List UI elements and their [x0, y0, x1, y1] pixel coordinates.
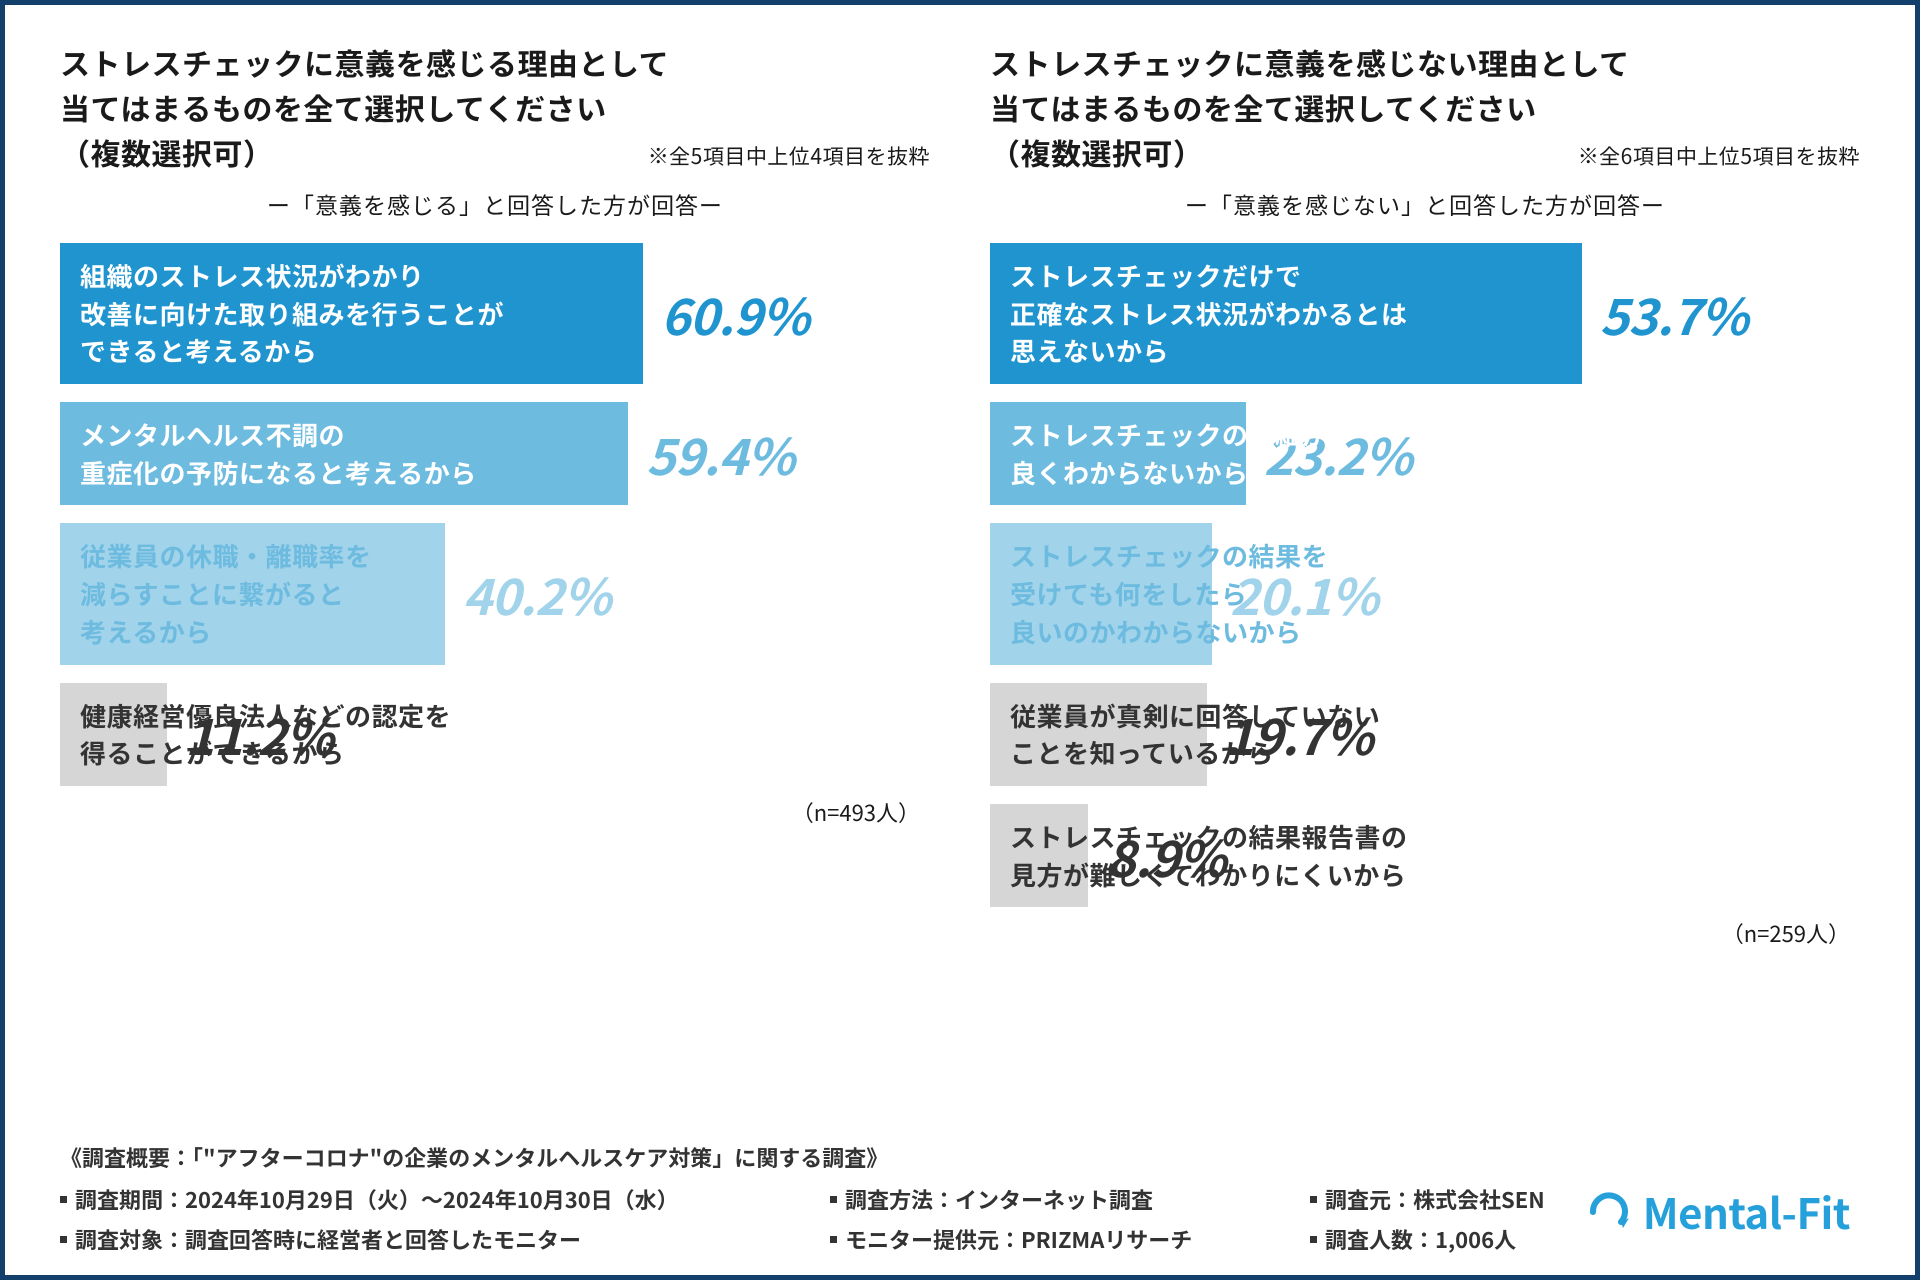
footer-item-text: 調査元：株式会社SEN	[1325, 1183, 1545, 1215]
bar-label: 従業員の休職・離職率を 減らすことに繋がると 考えるから	[80, 537, 372, 650]
bar-label: 組織のストレス状況がわかり 改善に向けた取り組みを行うことが できると考えるから	[80, 257, 504, 370]
right-n-label: （n=259人）	[990, 917, 1860, 949]
right-chart-note: ※全6項目中上位5項目を抜粋	[990, 141, 1860, 171]
bar: メンタルヘルス不調の 重症化の予防になると考えるから	[60, 402, 628, 505]
right-chart: ストレスチェックに意義を感じない理由として 当てはまるものを全て選択してください…	[990, 40, 1860, 1127]
right-chart-subtitle: ー「意義を感じない」と回答した方が回答ー	[990, 187, 1860, 221]
bar-row: ストレスチェックの結果を 受けても何をしたら 良いのかわからないから20.1%	[990, 523, 1860, 664]
bar-row: 従業員の休職・離職率を 減らすことに繋がると 考えるから 40.2%	[60, 523, 930, 664]
footer-item: 調査元：株式会社SEN	[1310, 1183, 1545, 1215]
bullet-icon	[60, 1196, 67, 1203]
title-line: 当てはまるものを全て選択してください	[990, 85, 1860, 130]
footer-item-text: 調査人数：1,006人	[1325, 1223, 1516, 1255]
bar-row: 健康経営優良法人などの認定を 得ることができるから11.2%	[60, 683, 930, 786]
footer-title: 《調査概要：「"アフターコロナ"の企業のメンタルヘルスケア対策」に関する調査》	[60, 1141, 1860, 1173]
right-bars: ストレスチェックだけで 正確なストレス状況がわかるとは 思えないから53.7%ス…	[990, 243, 1860, 907]
footer-item-text: モニター提供元：PRIZMAリサーチ	[845, 1223, 1192, 1255]
bar-row: 組織のストレス状況がわかり 改善に向けた取り組みを行うことが できると考えるから…	[60, 243, 930, 384]
bar: 組織のストレス状況がわかり 改善に向けた取り組みを行うことが できると考えるから	[60, 243, 643, 384]
bar-row: ストレスチェックだけで 正確なストレス状況がわかるとは 思えないから 53.7%	[990, 243, 1860, 384]
bar-row: 従業員が真剣に回答していない ことを知っているから19.7%	[990, 683, 1860, 786]
title-line: ストレスチェックに意義を感じない理由として	[990, 40, 1860, 85]
title-line: ストレスチェックに意義を感じる理由として	[60, 40, 930, 85]
bar-label: ストレスチェックの結果を 受けても何をしたら 良いのかわからないから	[1010, 537, 1328, 650]
bar-value: 53.7%	[1600, 278, 1748, 350]
bar: ストレスチェックだけで 正確なストレス状況がわかるとは 思えないから	[990, 243, 1582, 384]
footer-item-text: 調査期間：2024年10月29日（火）～2024年10月30日（水）	[75, 1183, 679, 1215]
logo-icon	[1585, 1188, 1633, 1236]
bar-row: ストレスチェックの結果報告書の 見方が難しくてわかりにくいから8.9%	[990, 804, 1860, 907]
footer-item: モニター提供元：PRIZMAリサーチ	[830, 1223, 1260, 1255]
bar: ストレスチェックの詳細が 良くわからないから	[990, 402, 1246, 505]
bar-label: 健康経営優良法人などの認定を 得ることができるから	[80, 697, 451, 772]
bullet-icon	[830, 1196, 837, 1203]
bullet-icon	[1310, 1196, 1317, 1203]
bar-label: メンタルヘルス不調の 重症化の予防になると考えるから	[80, 416, 477, 491]
footer-item-text: 調査対象：調査回答時に経営者と回答したモニター	[75, 1223, 581, 1255]
bullet-icon	[830, 1236, 837, 1243]
footer-item: 調査方法：インターネット調査	[830, 1183, 1260, 1215]
left-chart-note: ※全5項目中上位4項目を抜粋	[60, 141, 930, 171]
footer-item: 調査期間：2024年10月29日（火）～2024年10月30日（水）	[60, 1183, 780, 1215]
bar: 従業員が真剣に回答していない ことを知っているから	[990, 683, 1207, 786]
bar: ストレスチェックの結果を 受けても何をしたら 良いのかわからないから	[990, 523, 1212, 664]
logo: Mental-Fit	[1585, 1181, 1850, 1242]
bar: 健康経営優良法人などの認定を 得ることができるから	[60, 683, 167, 786]
bar-row: メンタルヘルス不調の 重症化の予防になると考えるから 59.4%	[60, 402, 930, 505]
charts-row: ストレスチェックに意義を感じる理由として 当てはまるものを全て選択してください …	[60, 40, 1860, 1127]
bullet-icon	[60, 1236, 67, 1243]
left-bars: 組織のストレス状況がわかり 改善に向けた取り組みを行うことが できると考えるから…	[60, 243, 930, 786]
bar: 従業員の休職・離職率を 減らすことに繋がると 考えるから	[60, 523, 445, 664]
bar-row: ストレスチェックの詳細が 良くわからないから23.2%	[990, 402, 1860, 505]
left-chart-subtitle: ー「意義を感じる」と回答した方が回答ー	[60, 187, 930, 221]
left-chart: ストレスチェックに意義を感じる理由として 当てはまるものを全て選択してください …	[60, 40, 930, 1127]
bar-label: 従業員が真剣に回答していない ことを知っているから	[1010, 697, 1380, 772]
bar-label: ストレスチェックだけで 正確なストレス状況がわかるとは 思えないから	[1010, 257, 1408, 370]
logo-text: Mental-Fit	[1643, 1181, 1850, 1242]
bar-label: ストレスチェックの詳細が 良くわからないから	[1010, 416, 1328, 491]
bar-value: 60.9%	[661, 278, 809, 350]
bar-value: 40.2%	[463, 558, 611, 630]
infographic-frame: ストレスチェックに意義を感じる理由として 当てはまるものを全て選択してください …	[0, 0, 1920, 1280]
title-line: 当てはまるものを全て選択してください	[60, 85, 930, 130]
bar-label: ストレスチェックの結果報告書の 見方が難しくてわかりにくいから	[1010, 818, 1408, 893]
footer-item-text: 調査方法：インターネット調査	[845, 1183, 1153, 1215]
bullet-icon	[1310, 1236, 1317, 1243]
footer-item: 調査人数：1,006人	[1310, 1223, 1516, 1255]
footer-item: 調査対象：調査回答時に経営者と回答したモニター	[60, 1223, 780, 1255]
left-n-label: （n=493人）	[60, 796, 930, 828]
bar-value: 59.4%	[646, 418, 794, 490]
bar: ストレスチェックの結果報告書の 見方が難しくてわかりにくいから	[990, 804, 1088, 907]
